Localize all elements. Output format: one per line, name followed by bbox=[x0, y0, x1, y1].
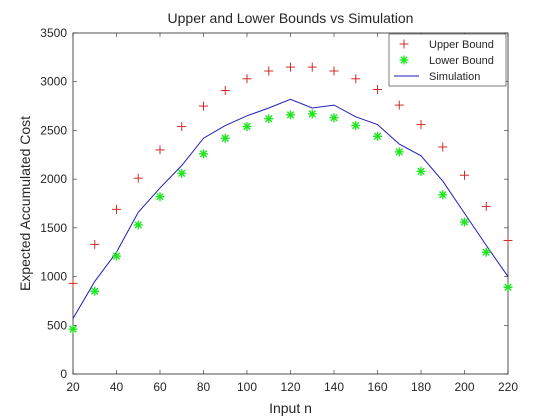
lower-bound-point bbox=[133, 220, 143, 230]
lower-bound-point bbox=[307, 109, 317, 119]
y-axis-label: Expected Accumulated Cost bbox=[17, 116, 33, 291]
star-d2 bbox=[69, 325, 77, 333]
upper-bound-point bbox=[481, 201, 491, 211]
x-tick-label: 120 bbox=[280, 380, 300, 394]
lower-bound-point bbox=[242, 122, 252, 132]
y-tick-label: 1000 bbox=[40, 270, 67, 284]
y-tick-label: 2000 bbox=[40, 172, 67, 186]
upper-bound-point bbox=[155, 145, 165, 155]
lower-bound-point bbox=[68, 324, 78, 334]
star-d2 bbox=[460, 218, 469, 226]
upper-bound-point bbox=[264, 66, 274, 76]
x-axis-label: Input n bbox=[269, 400, 312, 416]
legend-label: Lower Bound bbox=[429, 55, 494, 67]
legend-upper-bound-marker bbox=[399, 39, 409, 49]
x-tick-label: 220 bbox=[498, 380, 518, 394]
star-d2 bbox=[308, 110, 316, 118]
upper-bound-point bbox=[199, 101, 208, 111]
x-tick-label: 100 bbox=[237, 380, 257, 394]
y-tick-label: 500 bbox=[47, 318, 67, 332]
star-d2 bbox=[286, 111, 295, 119]
upper-bound-point bbox=[460, 170, 469, 180]
star-d2 bbox=[373, 132, 382, 141]
upper-bound-point bbox=[112, 204, 121, 214]
star-d2 bbox=[352, 121, 360, 130]
lower-bound-point bbox=[112, 251, 121, 261]
star-d2 bbox=[178, 169, 186, 178]
upper-bound-point bbox=[503, 236, 513, 246]
upper-bound-point bbox=[286, 62, 295, 72]
star-d2 bbox=[221, 134, 229, 142]
lower-bound-point bbox=[220, 133, 230, 143]
star-d2 bbox=[199, 150, 208, 158]
upper-bound-point bbox=[329, 66, 339, 76]
upper-bound-point bbox=[133, 173, 143, 183]
upper-bound-point bbox=[416, 120, 426, 130]
axes-box bbox=[72, 32, 509, 375]
lower-bound-point bbox=[199, 149, 208, 159]
star-d2 bbox=[395, 148, 403, 156]
star-d2 bbox=[91, 287, 99, 295]
star-d2 bbox=[243, 122, 251, 131]
upper-bound-point bbox=[394, 100, 404, 110]
y-tick-label: 1500 bbox=[40, 221, 67, 235]
star-d2 bbox=[504, 283, 512, 292]
star-d2 bbox=[439, 190, 447, 199]
lower-bound-point bbox=[264, 114, 274, 124]
lower-bound-point bbox=[503, 282, 513, 292]
x-tick-label: 160 bbox=[367, 380, 387, 394]
lower-bound-point bbox=[177, 168, 187, 178]
lower-bound-point bbox=[286, 110, 295, 120]
axes: 20 40 60 80 100 120 140 160 180 200 220 0 500 1000 150… bbox=[40, 26, 518, 394]
star-d2 bbox=[482, 248, 490, 256]
x-tick-label: 200 bbox=[454, 380, 474, 394]
y-tick-label: 0 bbox=[60, 367, 67, 381]
star-d2 bbox=[330, 114, 338, 122]
lower-bound-point bbox=[416, 166, 426, 176]
lower-bound-point bbox=[438, 190, 448, 200]
data-layer bbox=[68, 62, 513, 334]
simulation-line bbox=[72, 98, 509, 319]
upper-bound-point bbox=[307, 62, 317, 72]
x-tick-label: 140 bbox=[324, 380, 344, 394]
upper-bound-point bbox=[373, 85, 382, 95]
chart-title: Upper and Lower Bounds vs Simulation bbox=[168, 10, 414, 26]
x-tick-label: 20 bbox=[66, 380, 80, 394]
star-d2 bbox=[112, 252, 121, 260]
lower-bound-point bbox=[481, 247, 491, 257]
upper-bound-point bbox=[177, 122, 187, 132]
x-tick-label: 80 bbox=[197, 380, 211, 394]
y-tick-label: 3000 bbox=[40, 75, 67, 89]
star-d2 bbox=[134, 221, 142, 229]
legend: Upper Bound Lower Bound Simulation bbox=[388, 33, 507, 87]
star-d2 bbox=[400, 56, 408, 64]
star-d2 bbox=[265, 115, 273, 123]
legend-label: Simulation bbox=[429, 71, 480, 83]
lower-bound-point bbox=[373, 131, 382, 141]
upper-bound-point bbox=[242, 74, 252, 84]
upper-bound-point bbox=[68, 278, 78, 288]
x-tick-label: 40 bbox=[110, 380, 124, 394]
star-d2 bbox=[156, 192, 164, 201]
lower-bound-point bbox=[351, 121, 361, 131]
upper-bound-point bbox=[220, 85, 230, 95]
legend-label: Upper Bound bbox=[429, 39, 494, 51]
star-d2 bbox=[417, 167, 425, 176]
upper-bound-point bbox=[90, 239, 100, 249]
y-tick-label: 2500 bbox=[40, 123, 67, 137]
lower-bound-point bbox=[155, 192, 165, 202]
legend-lower-bound-marker bbox=[399, 55, 409, 65]
lower-bound-point bbox=[90, 286, 100, 296]
lower-bound-point bbox=[394, 147, 404, 157]
lower-bound-point bbox=[460, 217, 469, 227]
upper-bound-point bbox=[351, 74, 361, 84]
upper-bound-point bbox=[438, 142, 448, 152]
y-tick-label: 3500 bbox=[40, 26, 67, 40]
x-tick-label: 60 bbox=[153, 380, 167, 394]
x-tick-label: 180 bbox=[411, 380, 431, 394]
lower-bound-point bbox=[329, 113, 339, 123]
